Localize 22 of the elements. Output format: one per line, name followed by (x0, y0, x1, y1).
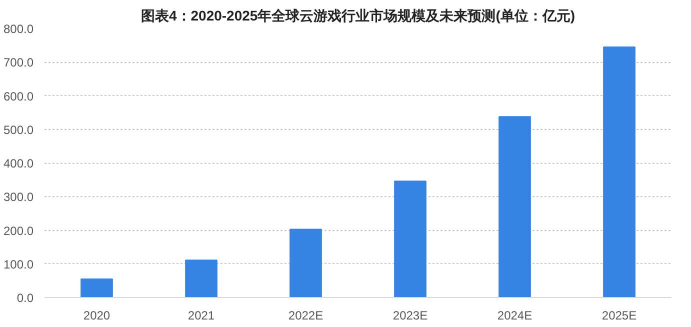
y-tick-label: 300.0 (3, 190, 34, 204)
bar (80, 278, 113, 298)
y-tick-label: 200.0 (3, 224, 34, 238)
bar (394, 180, 426, 298)
chart-title: 图表4：2020-2025年全球云游戏行业市场规模及未来预测(单位：亿元) (140, 8, 576, 24)
x-tick-label: 2024E (497, 308, 532, 322)
y-tick-label: 500.0 (3, 122, 34, 137)
bar (185, 260, 218, 298)
y-tick-label: 400.0 (3, 156, 34, 170)
x-tick-label: 2020 (83, 308, 110, 322)
x-tick-label: 2025E (602, 308, 637, 322)
y-tick-label: 0.0 (16, 291, 34, 305)
y-tick-label: 100.0 (3, 257, 34, 272)
y-tick-label: 700.0 (3, 56, 34, 70)
bar (603, 46, 636, 298)
x-tick-label: 2022E (288, 308, 324, 322)
y-tick-label: 800.0 (3, 22, 34, 36)
x-tick-label: 2021 (188, 308, 215, 322)
x-tick-label: 2023E (392, 308, 428, 322)
bar (498, 116, 531, 298)
bar (290, 228, 322, 298)
y-tick-label: 600.0 (3, 89, 34, 104)
